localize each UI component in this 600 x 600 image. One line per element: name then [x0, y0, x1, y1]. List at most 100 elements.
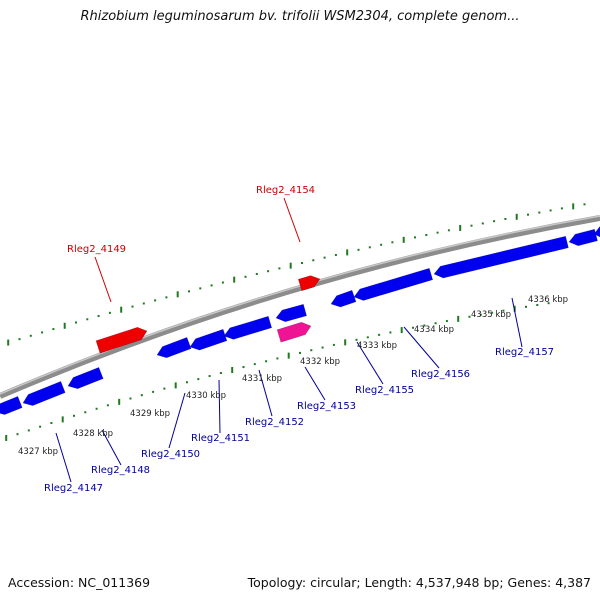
- tick-dot: [425, 234, 428, 237]
- tick-dot: [323, 256, 326, 259]
- tick-dot: [142, 302, 145, 305]
- tick-dot: [152, 390, 155, 393]
- tick-mark: [572, 203, 575, 210]
- label-rleg2-4150-leader: [168, 392, 186, 449]
- tick-mark: [120, 306, 123, 313]
- label-rleg2-4154-leader: [283, 197, 301, 243]
- tick-dot: [491, 311, 494, 314]
- gene-rleg2-4149: [95, 326, 148, 354]
- tick-dot: [186, 381, 188, 384]
- tick-dot: [445, 320, 448, 323]
- gene-rleg2-4155: [330, 289, 357, 308]
- tick-label-7: 4333 kbp: [357, 341, 397, 351]
- tick-mark: [457, 315, 460, 322]
- tick-dot: [310, 349, 313, 352]
- tick-dot: [221, 281, 224, 284]
- tick-dot: [549, 209, 552, 212]
- tick-dot: [380, 243, 383, 246]
- tick-mark: [289, 262, 292, 269]
- tick-dot: [493, 220, 496, 223]
- tick-dot: [389, 331, 392, 334]
- inner-tick-ring: [5, 302, 550, 441]
- tick-dot: [244, 275, 247, 278]
- label-rleg2-4147: Rleg2_4147: [44, 483, 103, 494]
- tick-dot: [301, 261, 303, 264]
- label-rleg2-4154: Rleg2_4154: [256, 185, 315, 196]
- tick-dot: [321, 346, 324, 349]
- tick-dot: [357, 248, 360, 251]
- tick-dot: [208, 375, 211, 378]
- tick-mark: [459, 224, 462, 231]
- label-rleg2-4156-leader: [403, 326, 440, 369]
- tick-dot: [481, 222, 484, 225]
- tick-dot: [391, 241, 394, 244]
- gene-rleg2-4150: [67, 367, 104, 390]
- tick-mark: [287, 352, 290, 359]
- tick-mark: [346, 249, 349, 256]
- tick-dot: [423, 324, 426, 327]
- gene-rleg2-4157: [433, 235, 569, 279]
- label-layer: Rleg2_4149 Rleg2_4154 Rleg2_4147 Rleg2_4148…: [18, 185, 568, 494]
- tick-dot: [253, 363, 256, 366]
- tick-dot: [219, 371, 222, 374]
- backbone-line: [0, 215, 600, 399]
- tick-dot: [255, 272, 258, 275]
- tick-dot: [368, 246, 371, 249]
- gene-track: [0, 226, 600, 415]
- gene-rleg2-4152: [189, 328, 228, 351]
- tick-label-4: 4330 kbp: [186, 391, 226, 401]
- tick-dot: [27, 429, 30, 432]
- tick-dot: [468, 315, 471, 318]
- tick-dot: [39, 425, 42, 428]
- tick-dot: [334, 254, 337, 257]
- tick-dot: [560, 207, 563, 210]
- gene-rleg2-4159: [593, 226, 600, 238]
- gene-rleg2-4148: [22, 381, 66, 406]
- tick-dot: [73, 414, 75, 417]
- tick-mark: [402, 236, 405, 243]
- label-rleg2-4151: Rleg2_4151: [191, 433, 250, 444]
- tick-mark: [5, 434, 8, 441]
- tick-dot: [366, 336, 369, 339]
- tick-dot: [131, 305, 134, 308]
- tick-dot: [412, 326, 414, 329]
- tick-dot: [278, 267, 281, 270]
- tick-label-1: 4327 kbp: [18, 447, 58, 457]
- label-rleg2-4148-leader: [101, 429, 122, 466]
- gene-rleg2-4158: [568, 228, 598, 247]
- gene-rleg2-4152b: [223, 315, 273, 340]
- tick-dot: [312, 259, 315, 262]
- map-title: Rhizobium leguminosarum bv. trifolii WSM…: [80, 9, 520, 24]
- tick-dot: [538, 211, 541, 214]
- tick-mark: [231, 367, 234, 374]
- tick-dot: [140, 394, 143, 397]
- tick-dot: [86, 318, 89, 321]
- label-rleg2-4152: Rleg2_4152: [245, 417, 304, 428]
- tick-dot: [267, 270, 270, 273]
- tick-label-2: 4328 kbp: [73, 429, 113, 439]
- tick-dot: [536, 303, 539, 306]
- tick-dot: [188, 290, 190, 293]
- tick-mark: [176, 291, 179, 298]
- label-rleg2-4155-leader: [356, 341, 384, 385]
- gene-rleg2-4151: [156, 337, 192, 359]
- tick-dot: [129, 397, 132, 400]
- tick-dot: [355, 338, 358, 341]
- genome-summary-text: Topology: circular; Length: 4,537,948 bp…: [247, 575, 591, 590]
- tick-dot: [547, 302, 550, 305]
- tick-mark: [61, 416, 64, 423]
- tick-dot: [29, 334, 32, 337]
- tick-dot: [242, 366, 245, 369]
- tick-dot: [154, 299, 157, 302]
- accession-text: Accession: NC_011369: [8, 575, 151, 590]
- tick-dot: [106, 404, 109, 407]
- tick-dot: [479, 313, 482, 316]
- tick-dot: [41, 331, 44, 334]
- tick-dot: [525, 305, 527, 308]
- tick-mark: [344, 339, 347, 346]
- tick-dot: [52, 328, 55, 331]
- tick-dot: [502, 309, 505, 312]
- label-rleg2-4153-leader: [304, 366, 326, 401]
- tick-mark: [515, 213, 518, 220]
